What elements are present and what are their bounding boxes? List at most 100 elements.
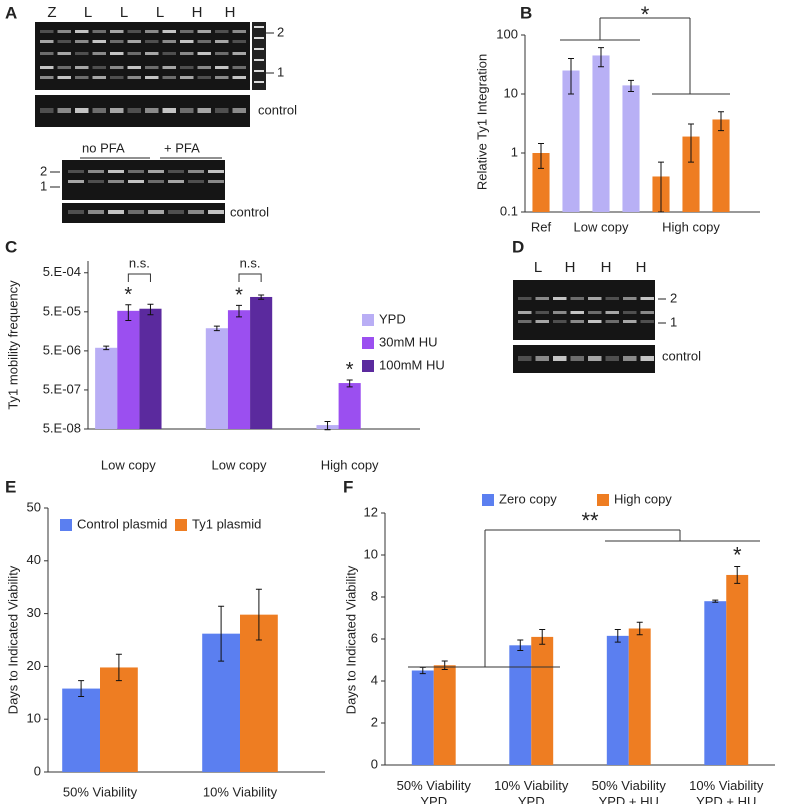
gel-band — [570, 356, 584, 361]
control-label: control — [258, 102, 297, 117]
error-bar — [441, 660, 448, 670]
bar — [682, 136, 700, 212]
gel-band — [232, 66, 246, 69]
error-bar — [103, 345, 110, 351]
y-tick-label: 5.E-08 — [43, 420, 81, 435]
error-bar — [324, 420, 331, 431]
gel-band — [145, 52, 159, 55]
bar — [628, 628, 651, 765]
gel-band — [208, 170, 224, 173]
gel-band — [180, 76, 194, 79]
gel-band — [180, 30, 194, 33]
y-tick-label: 12 — [364, 504, 378, 519]
error-bar — [255, 588, 262, 641]
lane-label: L — [156, 4, 164, 21]
x-tick-label: 10% Viability YPD — [494, 778, 569, 804]
gel-band — [605, 356, 619, 361]
gel-band — [92, 108, 106, 113]
gel-band — [162, 52, 176, 55]
error-bar — [658, 161, 664, 213]
gel-band — [110, 76, 124, 79]
lane-label: Z — [47, 4, 56, 21]
gel-band — [640, 311, 654, 314]
band-label: 2 — [670, 290, 677, 305]
gel-band — [110, 108, 124, 113]
gel-band — [40, 108, 54, 113]
gel-band — [640, 356, 654, 361]
gel-band — [188, 180, 204, 183]
gel-band — [188, 170, 204, 173]
gel-band — [110, 40, 124, 43]
gel-band — [232, 40, 246, 43]
gel-band — [180, 52, 194, 55]
gel-band — [570, 320, 584, 323]
legend-label: 30mM HU — [379, 334, 438, 349]
legend-swatch — [175, 519, 187, 531]
gel-band — [57, 40, 71, 43]
gel-band — [232, 52, 246, 55]
gel-band — [232, 108, 246, 113]
gel-band — [75, 108, 89, 113]
gel-band — [108, 180, 124, 183]
gel-band — [188, 210, 204, 214]
error-bar — [78, 680, 85, 697]
y-tick-label: 6 — [371, 630, 378, 645]
gel-band — [535, 311, 549, 314]
legend-label: YPD — [379, 311, 406, 326]
panel-letter: F — [343, 477, 353, 496]
gel-band — [623, 297, 637, 300]
bar — [592, 55, 610, 212]
gel-band — [180, 108, 194, 113]
bar — [411, 670, 434, 765]
error-bar — [218, 605, 225, 662]
gel-band — [215, 76, 229, 79]
gel-band — [168, 210, 184, 214]
gel-band — [197, 52, 211, 55]
lane-label: H — [636, 259, 647, 276]
gel-band — [518, 320, 532, 323]
annotation: ** — [581, 508, 599, 533]
gel-band — [215, 52, 229, 55]
legend-label: Control plasmid — [77, 516, 167, 531]
bar — [704, 601, 727, 765]
gel-band — [623, 320, 637, 323]
band-label: 2 — [40, 163, 47, 178]
legend-label: Zero copy — [499, 491, 557, 506]
gel-band — [215, 108, 229, 113]
gel-band — [553, 356, 567, 361]
gel-band — [88, 210, 104, 214]
x-tick-label: Low copy — [212, 457, 267, 472]
gel-band — [623, 356, 637, 361]
annotation: * — [346, 359, 354, 381]
gel — [513, 280, 655, 340]
y-tick-label: 40 — [27, 552, 41, 567]
gel-band — [92, 52, 106, 55]
gel-band — [640, 320, 654, 323]
gel-band — [145, 40, 159, 43]
x-tick-label: 50% Viability YPD + HU — [591, 778, 666, 804]
ladder-band — [254, 26, 264, 28]
error-bar — [718, 111, 724, 132]
y-tick-label: 4 — [371, 672, 378, 687]
gel-band — [128, 170, 144, 173]
lane-label: L — [534, 259, 542, 276]
y-tick-label: 0 — [371, 756, 378, 771]
gel-band — [197, 76, 211, 79]
legend-label: High copy — [614, 491, 672, 506]
ladder-band — [254, 59, 264, 61]
gel-band — [127, 30, 141, 33]
gel-band — [108, 170, 124, 173]
bar — [205, 328, 228, 429]
error-bar — [614, 629, 621, 643]
y-axis-label: Relative Ty1 Integration — [474, 54, 489, 190]
gel-band — [553, 297, 567, 300]
gel-band — [40, 30, 54, 33]
gel-band — [127, 108, 141, 113]
bar — [117, 310, 140, 429]
bar — [100, 667, 138, 772]
control-label: control — [662, 348, 701, 363]
error-bar — [734, 566, 741, 584]
panel-letter: D — [512, 237, 524, 256]
gel-band — [162, 40, 176, 43]
